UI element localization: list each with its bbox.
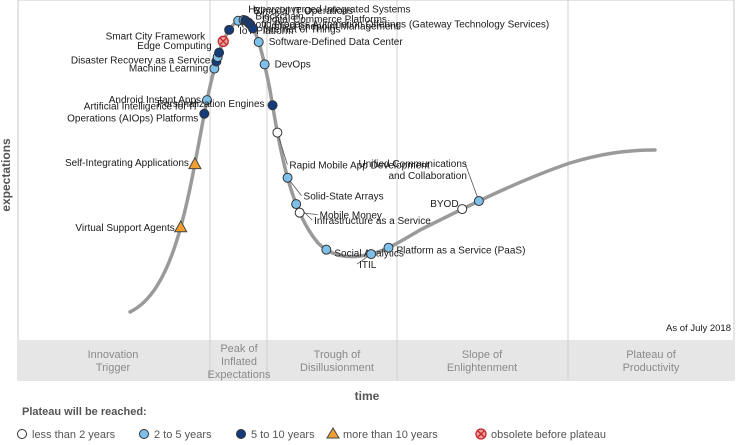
point-label: Rapid Mobile App Development — [289, 161, 429, 172]
phase-band — [18, 340, 734, 380]
marker-circle — [259, 59, 270, 70]
point-android-instant-apps: Android Instant Apps — [109, 95, 213, 106]
plot-frame — [17, 0, 735, 381]
point-artificial-intelligence-for-it-operations-aiops-platforms: Artificial Intelligence for ITOperations… — [67, 102, 210, 125]
point-label: Hyperconverged Integrated Systems — [248, 5, 410, 16]
marker-circle — [383, 242, 394, 253]
point-disaster-recovery-as-a-service: Disaster Recovery as a Service — [71, 55, 222, 67]
point-virtual-support-agents: Virtual Support Agents — [75, 219, 188, 234]
point-label: DevOps — [275, 59, 311, 70]
marker-circle — [321, 244, 332, 255]
marker-circle — [247, 23, 258, 34]
point-label: Self-Integrating Applications — [65, 158, 189, 169]
point-label: Solid-State Arrays — [304, 192, 384, 203]
phase-label-peak-of-inflated-expectations: Expectations — [208, 369, 271, 381]
marker-triangle — [188, 156, 202, 170]
point-label: Smart City Framework — [106, 32, 206, 43]
legend-item-2to5: 2 to 5 years — [139, 429, 212, 441]
point-self-integrating-applications: Self-Integrating Applications — [65, 156, 202, 170]
point-label: Unified Communications — [359, 159, 467, 170]
point-label: BYOD — [430, 199, 458, 210]
legend-label: more than 10 years — [343, 429, 438, 441]
as-of-label: As of July 2018 — [666, 323, 731, 334]
leader-line — [464, 162, 480, 202]
phase-label-slope-of-enlightenment: Slope of — [462, 349, 503, 361]
legend-item-obsolete: obsolete before plateau — [475, 428, 606, 441]
legend-label: 5 to 10 years — [251, 429, 315, 441]
point-itil: ITIL — [356, 249, 377, 271]
marker-circle — [473, 196, 484, 207]
marker-circle — [214, 47, 225, 58]
marker-circle — [253, 37, 264, 48]
point-byod: BYOD — [430, 199, 468, 215]
point-personalization-engines: Personalization Engines — [157, 99, 278, 111]
legend-label: less than 2 years — [32, 429, 116, 441]
phase-label-plateau-of-productivity: Productivity — [623, 362, 680, 374]
point-label: Unified Endpoint Management — [264, 22, 399, 33]
marker-triangle — [173, 219, 188, 233]
marker-circle — [457, 204, 468, 215]
point-label: and Collaboration — [389, 171, 467, 182]
phase-label-innovation-trigger: Trigger — [96, 362, 131, 374]
point-label: Artificial Intelligence for IT — [84, 102, 199, 113]
phase-label-plateau-of-productivity: Plateau of — [626, 349, 676, 361]
point-devops: DevOps — [259, 59, 311, 70]
phase-label-innovation-trigger: Innovation — [88, 349, 139, 361]
phase-label-peak-of-inflated-expectations: Inflated — [221, 356, 257, 368]
point-label: Edge Computing — [137, 41, 212, 52]
point-iot-platform: IoT Platform — [224, 24, 293, 37]
point-smart-city-framework: Smart City Framework — [106, 32, 225, 58]
point-label: Personalization Engines — [157, 99, 264, 110]
legend-label: obsolete before plateau — [491, 429, 606, 441]
marker-circle — [294, 207, 305, 218]
phase-label-trough-of-disillusionment: Disillusionment — [300, 362, 374, 374]
legend-item-5to10: 5 to 10 years — [236, 429, 315, 441]
point-label: Operations (AIOps) Platforms — [67, 114, 198, 125]
marker-circle — [202, 95, 213, 106]
point-label: Machine Learning — [129, 64, 209, 75]
point-label: Robotic Process Automation Offerings (Ga… — [237, 19, 549, 30]
point-label: Virtual Support Agents — [75, 223, 174, 234]
marker-circle — [291, 199, 302, 210]
point-robotic-process-automation-offerings-gateway-technology-services: Robotic Process Automation Offerings (Ga… — [217, 19, 549, 47]
legend-item-lt2: less than 2 years — [17, 429, 116, 441]
point-label: ITIL — [359, 260, 377, 271]
point-rapid-mobile-app-development: Rapid Mobile App Development — [272, 127, 430, 172]
point-label: Blockchain — [255, 12, 303, 23]
point-label: Internet of Things — [263, 24, 341, 35]
point-label: Bimodal IT Operations — [254, 6, 353, 17]
phase-label-trough-of-disillusionment: Trough of — [314, 349, 362, 361]
point-label: Platform as a Service (PaaS) — [396, 246, 525, 257]
point-label: Infrastructure as a Service — [314, 216, 431, 227]
y-axis-title: expectations — [0, 138, 13, 212]
legend-title: Plateau will be reached: — [22, 406, 147, 418]
point-platform-as-a-service-paas: Platform as a Service (PaaS) — [383, 242, 525, 257]
point-label: Mobile Money — [320, 211, 382, 222]
phase-label-slope-of-enlightenment: Enlightenment — [447, 362, 517, 374]
legend-item-gt10: more than 10 years — [326, 427, 438, 441]
marker-circle — [272, 127, 283, 138]
point-label: Android Instant Apps — [109, 95, 201, 106]
point-label: Digital Commerce Platforms — [262, 15, 386, 26]
point-software-defined-data-center: Software-Defined Data Center — [253, 37, 404, 48]
x-axis-title: time — [355, 389, 380, 403]
point-internet-of-things: Internet of Things — [247, 23, 341, 35]
marker-circle — [199, 108, 210, 119]
point-solid-state-arrays: Solid-State Arrays — [282, 172, 384, 203]
marker-circle — [267, 100, 278, 111]
phase-label-peak-of-inflated-expectations: Peak of — [220, 343, 258, 355]
legend-label: 2 to 5 years — [154, 429, 212, 441]
marker-circle — [366, 249, 377, 260]
point-label: Disaster Recovery as a Service — [71, 55, 211, 66]
point-label: Software-Defined Data Center — [269, 37, 404, 48]
marker-circle — [282, 172, 293, 183]
point-mobile-money: Mobile Money — [294, 207, 382, 222]
leader-line — [277, 132, 288, 165]
point-label: IoT Platform — [239, 26, 293, 37]
marker-circle — [224, 24, 235, 35]
